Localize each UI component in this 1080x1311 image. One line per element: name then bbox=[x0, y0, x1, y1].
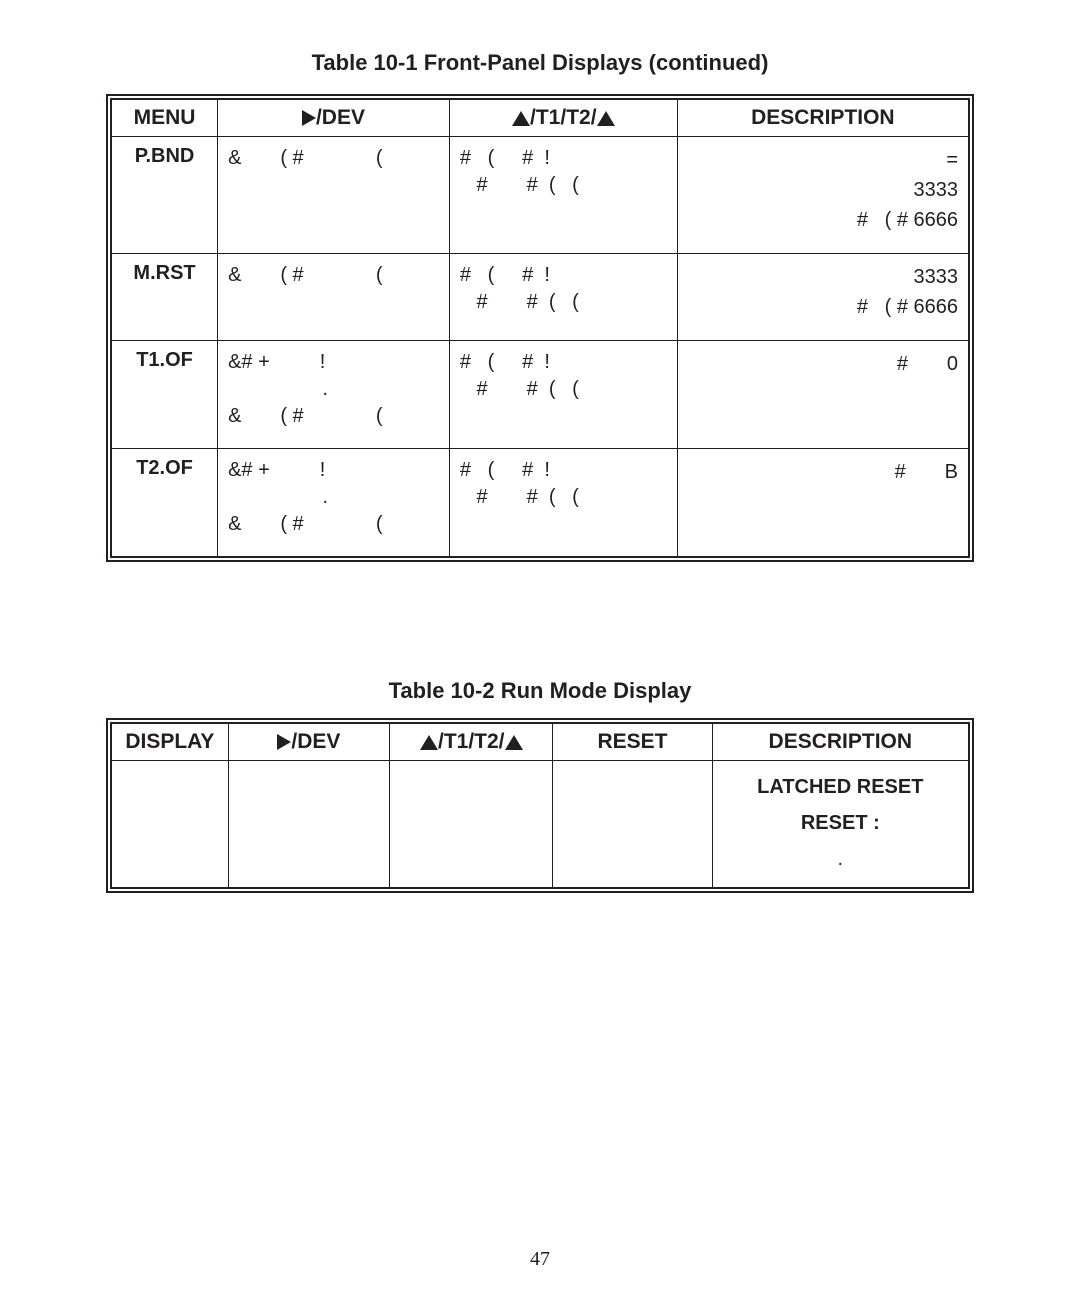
table-row: T1.OF &# + ! . & ( # ( # ( # ! # # ( ( #… bbox=[111, 341, 969, 449]
dev-cell: &# + ! . & ( # ( bbox=[218, 341, 450, 449]
table-row: M.RST & ( # ( # ( # ! # # ( ( 3333 # ( #… bbox=[111, 254, 969, 341]
menu-cell: T1.OF bbox=[111, 341, 218, 449]
dev-cell: &# + ! . & ( # ( bbox=[218, 449, 450, 558]
triangle-up-icon bbox=[512, 111, 530, 126]
col-desc2-header: DESCRIPTION bbox=[712, 723, 969, 761]
col-desc-header: DESCRIPTION bbox=[677, 99, 969, 137]
table2: DISPLAY /DEV /T1/T2/ RESET DESCRIPTION L… bbox=[110, 722, 970, 889]
t1t2-cell: # ( # ! # # ( ( bbox=[449, 137, 677, 254]
t1t2-cell bbox=[390, 761, 553, 889]
triangle-up-icon bbox=[420, 735, 438, 750]
document-page: Table 10-1 Front-Panel Displays (continu… bbox=[0, 0, 1080, 1311]
t1t2-2-label: /T1/T2/ bbox=[438, 730, 505, 753]
desc-cell: LATCHED RESET RESET : . bbox=[712, 761, 969, 889]
triangle-up-icon bbox=[597, 111, 615, 126]
table-row: P.BND & ( # ( # ( # ! # # ( ( = 3333 # (… bbox=[111, 137, 969, 254]
t1t2-cell: # ( # ! # # ( ( bbox=[449, 341, 677, 449]
desc2-line3: . bbox=[723, 841, 958, 877]
desc-cell: # 0 bbox=[677, 341, 969, 449]
desc2-line2: RESET : bbox=[723, 805, 958, 841]
col-reset-header: RESET bbox=[553, 723, 712, 761]
table1-header-row: MENU /DEV /T1/T2/ DESCRIPTION bbox=[111, 99, 969, 137]
t1t2-label: /T1/T2/ bbox=[530, 106, 597, 129]
page-number: 47 bbox=[0, 1248, 1080, 1271]
col-menu-header: MENU bbox=[111, 99, 218, 137]
col-display-header: DISPLAY bbox=[111, 723, 228, 761]
dev-cell: & ( # ( bbox=[218, 137, 450, 254]
table1-caption: Table 10-1 Front-Panel Displays (continu… bbox=[100, 50, 980, 76]
dev-cell bbox=[228, 761, 389, 889]
dev-cell: & ( # ( bbox=[218, 254, 450, 341]
table2-caption: Table 10-2 Run Mode Display bbox=[100, 678, 980, 704]
triangle-up-icon bbox=[505, 735, 523, 750]
desc-cell: 3333 # ( # 6666 bbox=[677, 254, 969, 341]
dev2-label: /DEV bbox=[291, 730, 340, 753]
t1t2-cell: # ( # ! # # ( ( bbox=[449, 254, 677, 341]
col-t1t2-2-header: /T1/T2/ bbox=[390, 723, 553, 761]
display-cell bbox=[111, 761, 228, 889]
play-right-icon bbox=[277, 734, 291, 750]
play-right-icon bbox=[302, 110, 316, 126]
col-dev2-header: /DEV bbox=[228, 723, 389, 761]
dev-label: /DEV bbox=[316, 106, 365, 129]
table1: MENU /DEV /T1/T2/ DESCRIPTION P.BND & ( … bbox=[110, 98, 970, 558]
col-t1t2-header: /T1/T2/ bbox=[449, 99, 677, 137]
menu-cell: M.RST bbox=[111, 254, 218, 341]
table2-header-row: DISPLAY /DEV /T1/T2/ RESET DESCRIPTION bbox=[111, 723, 969, 761]
desc-cell: # B bbox=[677, 449, 969, 558]
table-row: LATCHED RESET RESET : . bbox=[111, 761, 969, 889]
table-row: T2.OF &# + ! . & ( # ( # ( # ! # # ( ( #… bbox=[111, 449, 969, 558]
col-dev-header: /DEV bbox=[218, 99, 450, 137]
reset-cell bbox=[553, 761, 712, 889]
t1t2-cell: # ( # ! # # ( ( bbox=[449, 449, 677, 558]
desc-cell: = 3333 # ( # 6666 bbox=[677, 137, 969, 254]
menu-cell: P.BND bbox=[111, 137, 218, 254]
desc2-line1: LATCHED RESET bbox=[723, 769, 958, 805]
menu-cell: T2.OF bbox=[111, 449, 218, 558]
